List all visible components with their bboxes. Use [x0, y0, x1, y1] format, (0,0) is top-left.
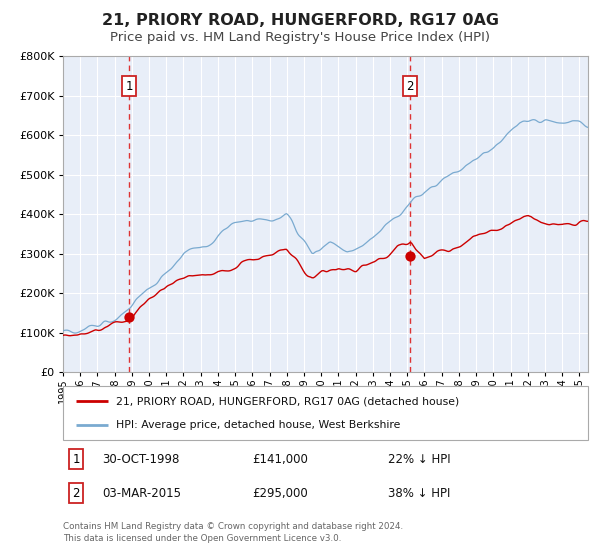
- Point: [104, 398, 111, 405]
- Point: [406, 251, 415, 260]
- Text: 21, PRIORY ROAD, HUNGERFORD, RG17 0AG: 21, PRIORY ROAD, HUNGERFORD, RG17 0AG: [101, 13, 499, 29]
- Text: 38% ↓ HPI: 38% ↓ HPI: [389, 487, 451, 500]
- Text: Contains HM Land Registry data © Crown copyright and database right 2024.
This d: Contains HM Land Registry data © Crown c…: [63, 522, 403, 543]
- Text: £141,000: £141,000: [252, 452, 308, 465]
- Point: [73, 421, 80, 428]
- Text: £295,000: £295,000: [252, 487, 308, 500]
- Point: [124, 312, 134, 321]
- Text: HPI: Average price, detached house, West Berkshire: HPI: Average price, detached house, West…: [115, 419, 400, 430]
- Text: 1: 1: [125, 80, 133, 92]
- Text: 03-MAR-2015: 03-MAR-2015: [103, 487, 181, 500]
- FancyBboxPatch shape: [63, 386, 588, 440]
- Text: 2: 2: [73, 487, 80, 500]
- Point: [104, 421, 111, 428]
- Point: [73, 398, 80, 405]
- Text: Price paid vs. HM Land Registry's House Price Index (HPI): Price paid vs. HM Land Registry's House …: [110, 31, 490, 44]
- Text: 21, PRIORY ROAD, HUNGERFORD, RG17 0AG (detached house): 21, PRIORY ROAD, HUNGERFORD, RG17 0AG (d…: [115, 396, 459, 407]
- Text: 1: 1: [73, 452, 80, 465]
- Text: 22% ↓ HPI: 22% ↓ HPI: [389, 452, 451, 465]
- Text: 2: 2: [406, 80, 414, 92]
- Text: 30-OCT-1998: 30-OCT-1998: [103, 452, 180, 465]
